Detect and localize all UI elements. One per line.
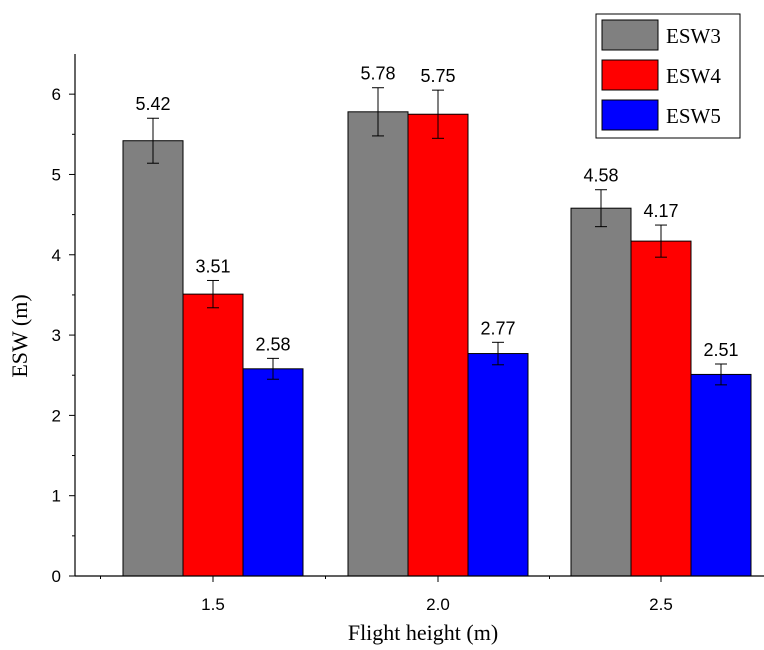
bar-esw3-2.0: [347, 111, 409, 577]
x-tick-label: 1.5: [201, 595, 225, 614]
bars-layer: [122, 111, 752, 577]
bar-esw5-2.5: [690, 373, 752, 577]
data-label-esw5-2.5: 2.51: [703, 340, 738, 360]
y-tick-label: 1: [52, 487, 61, 506]
data-label-esw4-2.0: 5.75: [420, 66, 455, 86]
y-tick-label: 0: [52, 567, 61, 586]
error-bars-layer: [147, 87, 727, 386]
y-axis-title: ESW (m): [7, 294, 32, 377]
bar-esw4-2.0: [407, 113, 469, 577]
data-labels-layer: 5.42 3.51 2.58 5.78 5.75 2.77 4.58 4.17 2.51: [135, 64, 738, 360]
data-label-esw5-1.5: 2.58: [255, 334, 290, 354]
x-tick-label: 2.0: [426, 595, 450, 614]
legend-swatch-esw5: [601, 99, 659, 131]
legend-label-esw4: ESW4: [666, 64, 721, 88]
legend-label-esw3: ESW3: [666, 24, 721, 48]
y-tick-label: 6: [52, 85, 61, 104]
bar-esw4-1.5: [182, 293, 244, 577]
data-label-esw3-1.5: 5.42: [135, 94, 170, 114]
y-tick-label: 4: [52, 246, 61, 265]
y-tick-label: 2: [52, 406, 61, 425]
bar-esw5-2.0: [467, 353, 529, 577]
data-label-esw4-1.5: 3.51: [195, 256, 230, 276]
data-label-esw4-2.5: 4.17: [643, 201, 678, 221]
legend: ESW3 ESW4 ESW5: [595, 13, 741, 139]
axes-layer: 0 1 2 3 4 5 6 1.5 2.0 2.5: [52, 54, 764, 614]
legend-swatch-esw3: [601, 19, 659, 51]
bar-esw3-1.5: [122, 140, 184, 577]
legend-swatch-esw4: [601, 59, 659, 91]
x-axis-title: Flight height (m): [348, 620, 498, 645]
data-label-esw3-2.0: 5.78: [360, 64, 395, 84]
y-tick-label: 3: [52, 326, 61, 345]
data-label-esw5-2.0: 2.77: [480, 318, 515, 338]
legend-label-esw5: ESW5: [666, 104, 721, 128]
bar-esw4-2.5: [630, 240, 692, 577]
x-tick-label: 2.5: [649, 595, 673, 614]
bar-esw3-2.5: [570, 207, 632, 577]
bar-esw5-1.5: [242, 368, 304, 577]
data-label-esw3-2.5: 4.58: [583, 166, 618, 186]
y-tick-label: 5: [52, 165, 61, 184]
